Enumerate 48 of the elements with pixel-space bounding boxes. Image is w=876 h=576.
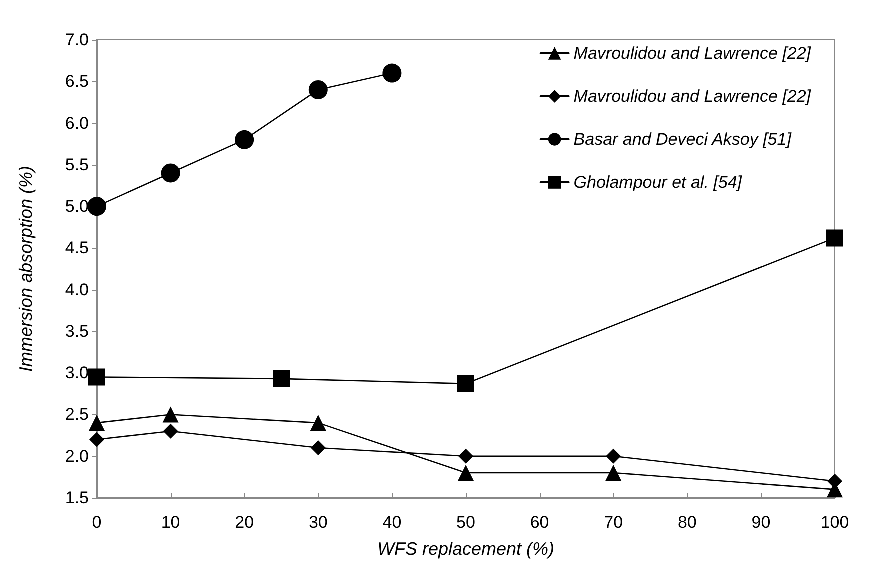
point <box>382 64 402 83</box>
point <box>606 465 622 482</box>
point <box>458 465 474 482</box>
point <box>88 197 106 216</box>
x-tick-label: 70 <box>604 513 624 532</box>
x-tick-label: 100 <box>820 513 850 532</box>
point <box>161 164 180 183</box>
point <box>90 432 104 448</box>
x-tick-label: 80 <box>678 513 697 532</box>
y-tick-label: 6.0 <box>65 114 89 133</box>
point <box>162 406 179 423</box>
point <box>310 440 326 456</box>
y-tick-label: 3.0 <box>65 364 89 383</box>
x-tick-label: 20 <box>235 513 254 532</box>
point <box>310 415 326 432</box>
point <box>458 448 474 464</box>
point <box>235 130 254 150</box>
legend-label: Gholampour et al. [54] <box>574 173 744 192</box>
y-tick-label: 7.0 <box>65 30 89 50</box>
y-tick-label: 2.0 <box>65 446 89 466</box>
legend-label: Mavroulidou and Lawrence [22] <box>574 87 812 106</box>
y-tick-label: 5.5 <box>65 155 89 174</box>
x-tick-label: 50 <box>456 513 476 532</box>
point <box>88 368 106 386</box>
y-tick-label: 6.5 <box>65 72 89 92</box>
x-axis-title: WFS replacement (%) <box>377 539 555 559</box>
x-tick-label: 10 <box>161 513 180 532</box>
point <box>826 230 844 247</box>
legend-label: Basar and Deveci Aksoy [51] <box>574 130 793 149</box>
point <box>606 448 622 464</box>
legend-label: Mavroulidou and Lawrence [22] <box>574 44 812 63</box>
point <box>163 424 178 439</box>
point <box>89 415 105 432</box>
y-tick-label: 5.0 <box>65 197 89 216</box>
point <box>273 370 290 388</box>
x-tick-label: 0 <box>92 513 102 532</box>
point <box>458 375 474 392</box>
x-tick-label: 60 <box>530 513 550 532</box>
x-tick-label: 40 <box>382 513 402 532</box>
x-tick-label: 30 <box>308 513 328 532</box>
y-tick-label: 3.5 <box>65 322 89 341</box>
y-tick-label: 1.5 <box>65 488 89 508</box>
y-tick-label: 4.5 <box>65 238 89 258</box>
x-tick-label: 90 <box>752 513 771 532</box>
point <box>308 80 328 100</box>
y-tick-label: 2.5 <box>65 405 89 424</box>
y-axis-title: Immersion absorption (%) <box>16 166 36 372</box>
y-tick-label: 4.0 <box>65 280 89 300</box>
